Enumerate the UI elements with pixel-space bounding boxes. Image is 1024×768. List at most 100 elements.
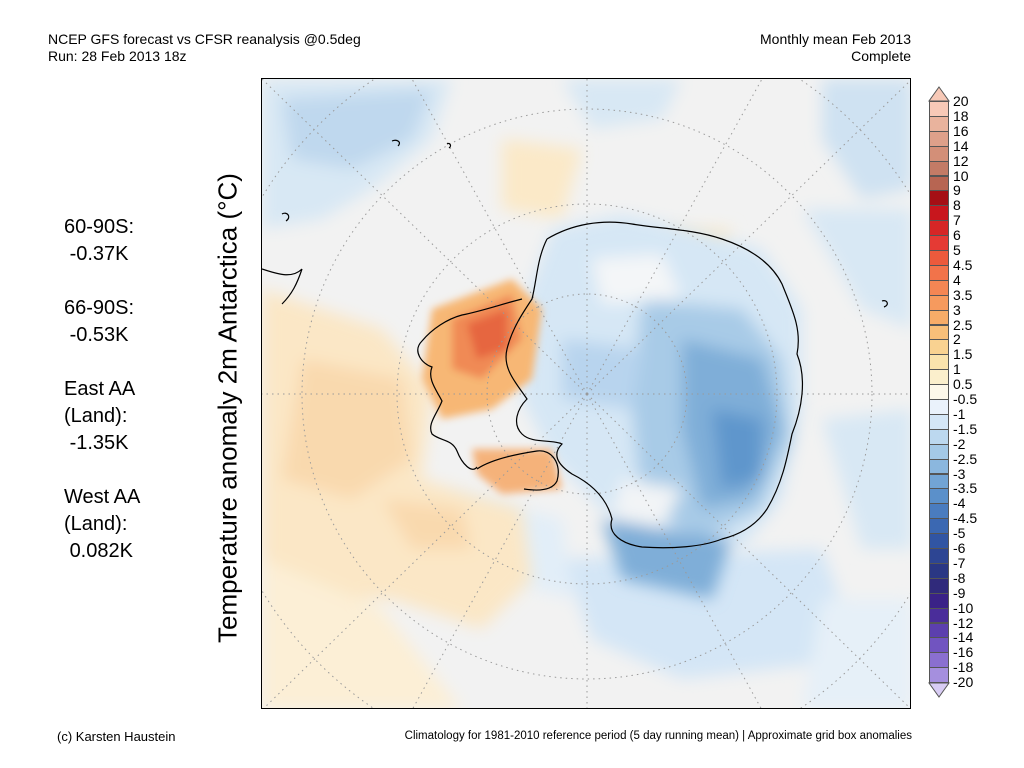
credit: (c) Karsten Haustein: [57, 729, 176, 744]
colorbar-tick-label: -9: [953, 584, 966, 601]
colorbar-tick-label: 12: [953, 152, 969, 169]
colorbar-cell: [929, 503, 949, 520]
colorbar-cell: [929, 264, 949, 281]
colorbar-bottom-arrow: [928, 682, 950, 698]
colorbar-tick-label: 1: [953, 361, 961, 378]
colorbar-tick-label: 4.5: [953, 256, 973, 273]
colorbar-cell: [929, 622, 949, 639]
title-right: Monthly mean Feb 2013 Complete: [760, 31, 911, 65]
colorbar-tick-label: -1.5: [953, 420, 978, 437]
colorbar-cell: [929, 488, 949, 505]
map-canvas: [262, 79, 910, 708]
colorbar-tick-label: -5: [953, 525, 966, 542]
colorbar-cell: [929, 607, 949, 624]
region-stats: 60-90S: -0.37K 66-90S: -0.53K East AA (L…: [64, 214, 140, 592]
colorbar-tick-label: 3.5: [953, 286, 973, 303]
completeness: Complete: [851, 48, 911, 64]
colorbar-cell: [929, 384, 949, 400]
colorbar-tick-label: 4: [953, 271, 961, 288]
colorbar-tick-label: -3: [953, 465, 966, 482]
colorbar-cell: [929, 309, 949, 326]
colorbar-cell: [929, 220, 949, 237]
stat-66-90s: 66-90S: -0.53K: [64, 297, 135, 346]
colorbar-tick-label: 5: [953, 242, 961, 258]
colorbar-cell: [929, 652, 949, 669]
colorbar-cell: [929, 518, 949, 535]
colorbar-tick-label: -0.5: [953, 391, 978, 407]
colorbar-cell: [929, 637, 949, 654]
stat-west-aa: West AA (Land): 0.082K: [64, 486, 141, 562]
colorbar-cell: [929, 354, 949, 371]
colorbar-tick-label: 0.5: [953, 376, 973, 393]
colorbar-cell: [929, 458, 949, 475]
colorbar-cell: [929, 548, 949, 564]
colorbar-cell: [929, 190, 949, 207]
stat-60-90s: 60-90S: -0.37K: [64, 216, 135, 265]
colorbar-tick-label: -1: [953, 405, 966, 422]
colorbar-tick-label: 14: [953, 137, 969, 154]
antarctica-field: [522, 214, 802, 599]
colorbar-cell: [929, 562, 949, 579]
graticule: [262, 79, 910, 708]
colorbar-cell: [929, 443, 949, 460]
model-title: NCEP GFS forecast vs CFSR reanalysis @0.…: [48, 31, 361, 47]
colorbar-tick-label: 10: [953, 167, 969, 184]
colorbar-cell: [929, 279, 949, 296]
colorbar-cell: [929, 399, 949, 415]
colorbar-cell: [929, 235, 949, 251]
period-title: Monthly mean Feb 2013: [760, 31, 911, 47]
colorbar-cell: [929, 130, 949, 147]
colorbar-tick-label: 2.5: [953, 316, 973, 333]
colorbar-tick-label: -14: [953, 629, 974, 646]
colorbar-cell: [929, 115, 949, 132]
colorbar-cell: [929, 250, 949, 266]
colorbar-tick-label: -6: [953, 540, 966, 556]
colorbar-tick-label: -12: [953, 614, 974, 631]
colorbar-tick-label: -2: [953, 435, 966, 452]
colorbar-tick-label: -20: [953, 674, 974, 691]
colorbar-cell: [929, 473, 949, 490]
colorbar-cell: [929, 160, 949, 177]
colorbar-cell: [929, 145, 949, 162]
colorbar-cell: [929, 101, 949, 117]
colorbar-tick-label: 16: [953, 122, 969, 139]
colorbar-tick-label: -7: [953, 554, 966, 571]
colorbar-tick-label: 7: [953, 212, 961, 229]
colorbar-cell: [929, 205, 949, 222]
colorbar-cell: [929, 339, 949, 356]
colorbar-tick-label: 6: [953, 227, 961, 244]
colorbar-cell: [929, 413, 949, 430]
stat-east-aa: East AA (Land): -1.35K: [64, 378, 136, 454]
colorbar-cell: [929, 369, 949, 386]
coastlines: [262, 139, 888, 549]
colorbar-cell: [929, 577, 949, 594]
colorbar-tick-label: -16: [953, 644, 974, 661]
colorbar-cell: [929, 175, 949, 192]
colorbar-cell: [929, 667, 949, 684]
y-axis-label: Temperature anomaly 2m Antarctica (°C): [212, 173, 243, 643]
colorbar-tick-label: -3.5: [953, 480, 978, 497]
colorbar-tick-label: -2.5: [953, 450, 978, 467]
colorbar-cell: [929, 324, 949, 341]
colorbar-cell: [929, 428, 949, 445]
anomaly-map: [261, 78, 911, 709]
cold-anomaly-ocean: [262, 79, 910, 708]
title-left: NCEP GFS forecast vs CFSR reanalysis @0.…: [48, 31, 361, 65]
run-time: Run: 28 Feb 2013 18z: [48, 48, 187, 64]
colorbar-tick-label: 9: [953, 182, 961, 199]
colorbar-tick-label: 18: [953, 107, 969, 124]
colorbar-tick-label: -4: [953, 495, 966, 512]
footnote: Climatology for 1981-2010 reference peri…: [404, 730, 912, 742]
colorbar-tick-label: 2: [953, 331, 961, 348]
colorbar-cell: [929, 533, 949, 549]
colorbar-cell: [929, 592, 949, 609]
colorbar-tick-label: -4.5: [953, 510, 978, 527]
colorbar-tick-label: 1.5: [953, 346, 973, 363]
colorbar-tick-label: 3: [953, 301, 961, 318]
colorbar-tick-label: -10: [953, 599, 974, 616]
colorbar-tick-label: -18: [953, 659, 974, 676]
colorbar-top-arrow: [928, 86, 950, 102]
colorbar-cell: [929, 294, 949, 311]
colorbar-tick-label: -8: [953, 569, 966, 586]
colorbar-tick-label: 8: [953, 197, 961, 214]
